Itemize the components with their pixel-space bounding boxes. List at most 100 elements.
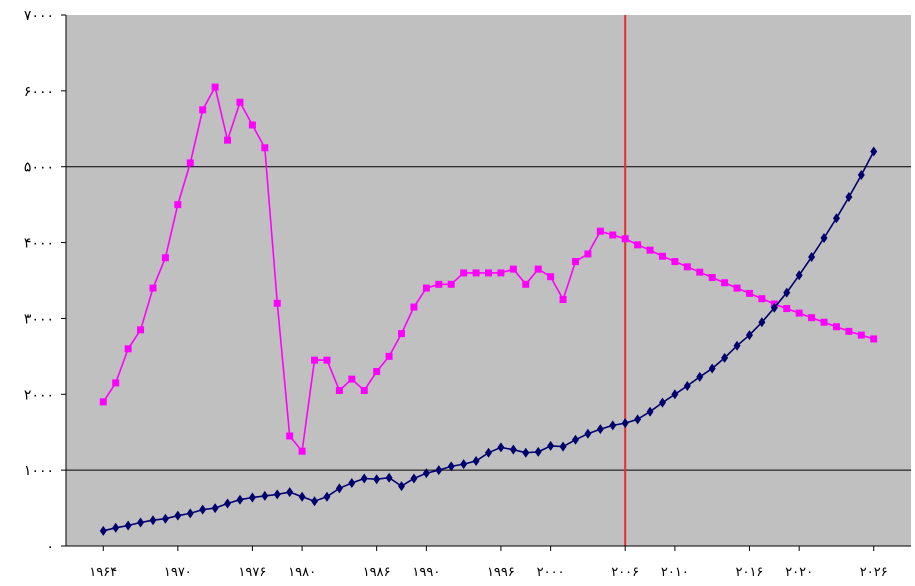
data-point — [286, 432, 294, 440]
data-point — [149, 515, 157, 526]
data-point — [298, 447, 306, 455]
data-point — [845, 192, 853, 203]
data-point — [447, 461, 455, 472]
data-point — [124, 345, 132, 353]
data-point — [360, 386, 368, 394]
data-point — [422, 468, 430, 479]
data-point — [534, 265, 542, 273]
data-point — [634, 414, 642, 425]
data-point — [199, 106, 207, 114]
data-point — [248, 121, 256, 129]
x-tick-label: ۱۹۸۰ — [288, 565, 316, 580]
data-point — [708, 363, 716, 374]
data-point — [708, 273, 716, 281]
data-point — [273, 489, 281, 500]
data-point — [509, 265, 517, 273]
data-point — [99, 525, 107, 536]
x-tick-label: ۲۰۰۶ — [611, 565, 639, 580]
data-point — [758, 317, 766, 328]
data-point — [497, 269, 505, 277]
data-point — [161, 513, 169, 524]
data-point — [211, 83, 219, 91]
data-point — [745, 330, 753, 341]
data-point — [733, 284, 741, 292]
data-point — [646, 246, 654, 254]
data-point — [609, 420, 617, 431]
data-point — [857, 331, 865, 339]
data-point — [671, 389, 679, 400]
data-point — [323, 491, 331, 502]
data-point — [224, 498, 232, 509]
x-tick-label: ۲۰۲۰ — [785, 565, 813, 580]
data-point — [795, 309, 803, 317]
data-point — [758, 295, 766, 303]
data-point — [99, 398, 107, 406]
data-point — [820, 233, 828, 244]
data-point — [609, 231, 617, 239]
data-point — [808, 251, 816, 262]
data-point — [435, 280, 443, 288]
data-point — [335, 483, 343, 494]
data-point — [832, 213, 840, 224]
data-point — [832, 323, 840, 331]
data-point — [584, 250, 592, 258]
data-point — [273, 299, 281, 307]
data-point — [447, 280, 455, 288]
data-point — [783, 305, 791, 313]
data-point — [733, 340, 741, 351]
data-point — [522, 280, 530, 288]
data-point — [161, 254, 169, 262]
data-point — [323, 356, 331, 364]
data-point — [571, 258, 579, 266]
data-point — [137, 326, 145, 334]
data-point — [485, 447, 492, 458]
data-point — [410, 303, 418, 311]
data-point — [547, 273, 555, 281]
data-point — [472, 456, 480, 467]
series-1 — [99, 146, 878, 536]
series-0 — [99, 83, 878, 455]
data-point — [658, 252, 666, 260]
data-point — [460, 269, 468, 277]
data-point — [236, 494, 244, 505]
x-tick-label: ۱۹۸۶ — [363, 565, 391, 580]
data-point — [373, 474, 381, 485]
data-point — [683, 380, 691, 391]
data-point — [348, 478, 356, 489]
y-tick-label: ۲۰۰۰ — [24, 387, 54, 403]
data-point — [696, 268, 704, 276]
data-point — [683, 263, 691, 271]
data-point — [671, 258, 679, 266]
y-tick-label: ۷۰۰۰ — [24, 8, 54, 24]
data-point — [224, 136, 232, 144]
data-point — [398, 330, 406, 338]
data-point — [298, 491, 306, 502]
data-point — [485, 269, 492, 277]
x-tick-label: ۲۰۰۰ — [537, 565, 565, 580]
x-tick-label: ۱۹۷۶ — [238, 565, 266, 580]
y-tick-label: ۴۰۰۰ — [24, 236, 54, 252]
data-point — [571, 434, 579, 445]
data-point — [596, 424, 604, 435]
data-point — [472, 269, 480, 277]
data-point — [286, 487, 294, 498]
y-tick-label: ۶۰۰۰ — [24, 84, 54, 100]
y-tick-label: ۰ — [46, 539, 54, 555]
data-point — [385, 472, 393, 483]
data-point — [311, 496, 319, 507]
x-tick-label: ۱۹۹۶ — [487, 565, 515, 580]
data-point — [261, 490, 269, 501]
data-point — [795, 270, 803, 281]
data-point — [509, 444, 517, 455]
data-point — [385, 352, 393, 360]
data-point — [422, 284, 430, 292]
x-tick-label: ۲۰۱۶ — [735, 565, 763, 580]
data-point — [199, 504, 207, 515]
data-point — [584, 428, 592, 439]
data-point — [547, 440, 555, 451]
data-point — [808, 314, 816, 322]
data-point — [348, 375, 356, 383]
data-point — [112, 379, 120, 387]
data-point — [658, 397, 666, 408]
data-point — [335, 386, 343, 394]
